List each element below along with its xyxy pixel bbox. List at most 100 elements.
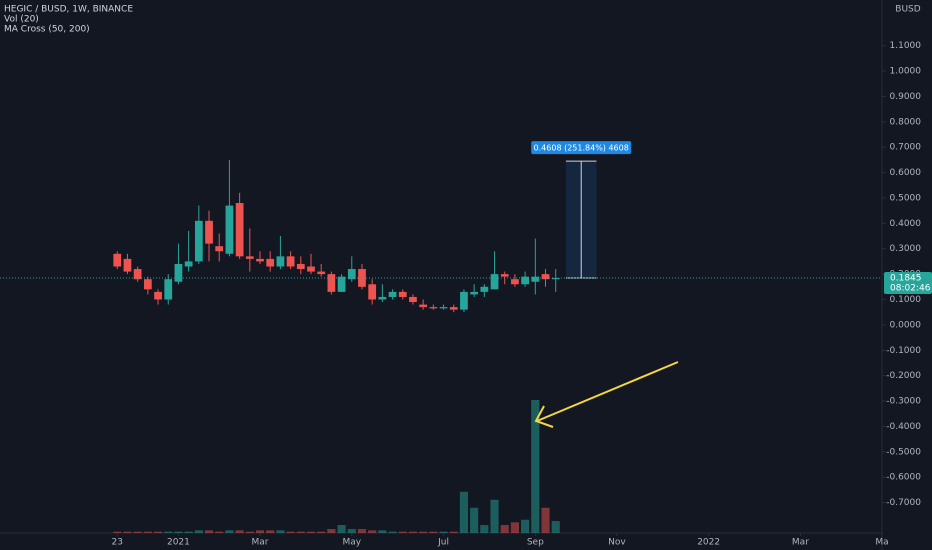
volume-bar	[327, 529, 336, 533]
candle-body	[174, 263, 183, 282]
candle-body	[398, 291, 407, 297]
y-tick-label: 0.5000	[890, 193, 922, 203]
candle-body	[215, 246, 224, 252]
volume-bar	[286, 531, 295, 533]
volume-bar	[153, 531, 163, 533]
candle-body	[205, 220, 213, 244]
candle-body	[470, 291, 479, 295]
y-tick-label: 0.3000	[890, 244, 922, 254]
volume-bar	[276, 530, 285, 533]
x-tick-label: Nov	[608, 538, 626, 548]
volume-bar	[296, 531, 305, 533]
candle-body	[521, 276, 529, 285]
candle-body	[113, 253, 122, 267]
measure-label: 0.4608 (251.84%) 4608	[534, 144, 629, 153]
y-tick-label: 0.9000	[890, 92, 922, 102]
candle-body	[460, 291, 468, 310]
x-tick-label: 2022	[697, 538, 720, 548]
volume-bar	[398, 531, 407, 533]
volume-bar	[490, 499, 499, 533]
y-tick-label: 0.6000	[890, 168, 922, 178]
candle-body	[551, 278, 560, 280]
candle-body	[123, 258, 132, 272]
indicator-label: MA Cross (50, 200)	[4, 25, 90, 35]
y-tick-label: 0.0000	[890, 320, 922, 330]
volume-bar	[113, 531, 122, 533]
arrow-annotation	[534, 361, 679, 428]
x-tick-label: Ma	[875, 538, 888, 548]
volume-bar	[419, 531, 428, 533]
volume-bar	[347, 529, 356, 533]
candle-body	[225, 205, 234, 254]
candle-body	[133, 269, 142, 280]
volume-bar	[459, 491, 469, 533]
candle-body	[266, 258, 275, 267]
y-tick-label: -0.3000	[886, 397, 921, 407]
candle-body	[286, 256, 295, 267]
candle-body	[500, 274, 509, 277]
volume-bar	[337, 525, 346, 533]
y-tick-label: 0.7000	[890, 143, 922, 153]
volume-bar	[429, 531, 438, 533]
volume-bar	[215, 531, 224, 533]
y-tick-label: -0.5000	[886, 447, 921, 457]
candle-body	[358, 269, 366, 287]
candle-body	[480, 286, 489, 292]
volume-bar	[368, 530, 377, 533]
candle-body	[429, 307, 438, 309]
candle-body	[409, 296, 417, 303]
x-tick-label: 23	[112, 538, 123, 548]
volume-bar	[174, 531, 183, 533]
measure-label-bg	[531, 141, 632, 155]
volume-bar	[551, 521, 560, 533]
y-tick-label: -0.1000	[886, 346, 921, 356]
volume-bar	[388, 531, 397, 533]
volume-bar	[378, 530, 387, 533]
x-tick-label: Jul	[437, 538, 449, 548]
candle-body	[541, 274, 550, 280]
volume-bar	[194, 530, 203, 533]
y-tick-label: -0.4000	[886, 422, 921, 432]
volume-bar	[184, 531, 193, 533]
y-tick-label: -0.2000	[886, 371, 921, 381]
x-tick-label: Sep	[527, 538, 544, 548]
volume-bar	[164, 531, 173, 533]
candle-body	[317, 271, 326, 275]
volume-bar	[480, 525, 489, 533]
candle-body	[194, 220, 203, 262]
candle-body	[256, 258, 264, 262]
y-tick-label: 0.1000	[890, 295, 922, 305]
candle-body	[245, 256, 254, 259]
candle-body	[276, 256, 285, 267]
volume-bar	[521, 519, 530, 533]
currency-label: BUSD	[895, 5, 920, 15]
volume-bar	[225, 530, 234, 533]
plot: 1.1000 1.0000 0.9000 0.8000 0.7000 0.6000 0.50…	[0, 41, 932, 548]
last-price-label: 0.1845	[890, 274, 922, 284]
candle-body	[337, 276, 346, 292]
candle-body	[368, 284, 377, 300]
x-tick-label: 2021	[167, 538, 190, 548]
candle-body	[449, 307, 458, 310]
y-tick-label: -0.6000	[886, 473, 921, 483]
indicator-label: Vol (20)	[4, 15, 39, 25]
volume-bar	[449, 531, 458, 533]
volume-bar	[255, 530, 265, 533]
volume-bar	[470, 507, 479, 533]
candle-body	[378, 296, 387, 300]
volume-bar	[235, 530, 244, 533]
candle-body	[327, 274, 336, 292]
volume-bar	[439, 531, 448, 533]
volume-bar	[531, 400, 540, 533]
y-tick-label: 0.4000	[890, 219, 922, 229]
candle-body	[388, 291, 397, 297]
countdown-label: 08:02:46	[890, 284, 931, 294]
x-tick-label: May	[342, 538, 361, 548]
volume-bar	[123, 531, 132, 533]
volume-bar	[143, 531, 152, 533]
candle-body	[531, 276, 540, 282]
candle-body	[164, 279, 173, 300]
volume-bar	[408, 531, 418, 533]
